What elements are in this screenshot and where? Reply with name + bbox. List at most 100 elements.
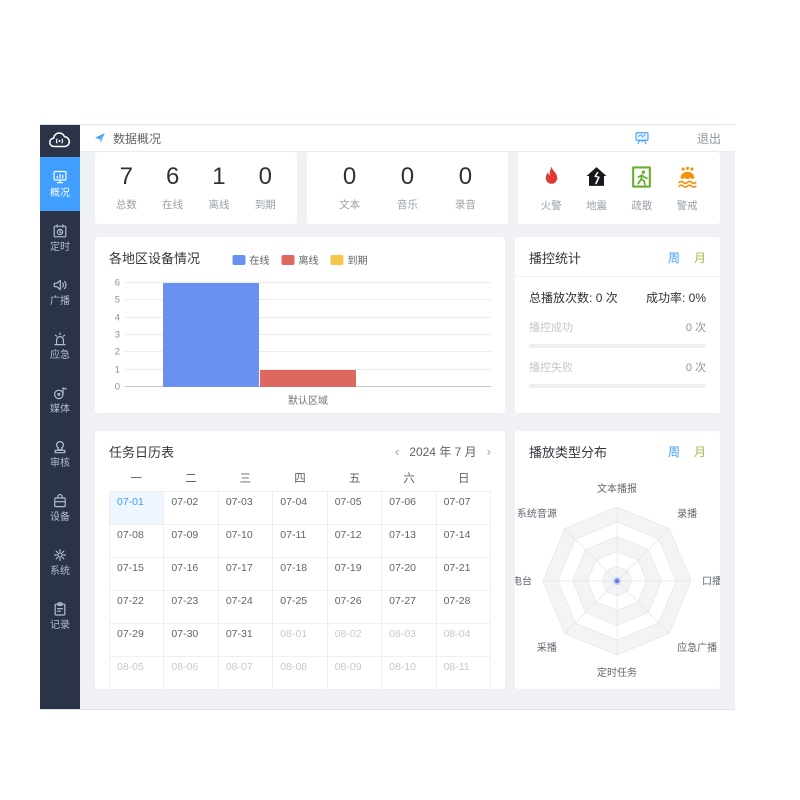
bar-chart-legend: 在线 离线 到期 [232, 252, 368, 267]
calendar-cell[interactable]: 07-14 [436, 525, 491, 558]
sidebar-item-record[interactable]: 记录 [40, 589, 80, 643]
calendar-cell[interactable]: 07-31 [218, 624, 274, 657]
calendar-cell[interactable]: 07-15 [110, 558, 165, 591]
radar-spoke [616, 528, 670, 582]
calendar-cell[interactable]: 07-17 [218, 558, 274, 591]
legend-label: 在线 [249, 256, 270, 267]
calendar-cell[interactable]: 07-10 [218, 525, 274, 558]
calendar-prev-button[interactable]: ‹ [394, 444, 400, 459]
calendar-cell[interactable]: 08-11 [436, 657, 491, 690]
flood-icon [675, 164, 700, 195]
sidebar-item-timer[interactable]: 定时 [40, 211, 80, 265]
sidebar-item-device[interactable]: 设备 [40, 481, 80, 535]
alert-action-疏散[interactable]: 疏散 [629, 164, 654, 213]
calendar-cell[interactable]: 08-03 [382, 624, 437, 657]
gridline [125, 282, 491, 283]
legend-item: 离线 [281, 252, 319, 267]
calendar-cell[interactable]: 07-07 [436, 492, 491, 525]
calendar-cell[interactable]: 07-25 [273, 591, 328, 624]
sidebar-item-broadcast[interactable]: 广播 [40, 265, 80, 319]
breadcrumb: 数据概况 [113, 131, 162, 146]
calendar-cell[interactable]: 08-01 [273, 624, 328, 657]
tab-month[interactable]: 月 [693, 445, 706, 459]
calendar-cell[interactable]: 07-05 [327, 492, 383, 525]
sidebar-item-audit[interactable]: 审核 [40, 427, 80, 481]
weekday-label: 日 [457, 473, 470, 485]
screen-icon[interactable] [634, 130, 650, 146]
calendar-cell[interactable]: 08-05 [110, 657, 165, 690]
calendar-cell[interactable]: 07-19 [327, 558, 383, 591]
evacuation-icon [629, 164, 654, 195]
radar-axis-label: FM电台 [515, 575, 532, 588]
sidebar-item-label: 媒体 [50, 404, 70, 415]
radar-axis-label: 采播 [537, 641, 557, 654]
meter-label: 播控失败 [529, 362, 573, 374]
calendar-cell[interactable]: 07-21 [436, 558, 491, 591]
calendar-cell[interactable]: 07-28 [436, 591, 491, 624]
calendar-cell[interactable]: 08-06 [164, 657, 219, 690]
sidebar-item-label: 应急 [50, 350, 70, 361]
sidebar-item-emergency[interactable]: 应急 [40, 319, 80, 373]
sidebar-item-media[interactable]: 媒体 [40, 373, 80, 427]
calendar-cell[interactable]: 07-29 [110, 624, 165, 657]
legend-label: 离线 [298, 256, 319, 267]
meter-progress-bar [529, 384, 706, 388]
calendar-cell[interactable]: 08-07 [218, 657, 274, 690]
stat-value: 1 [212, 163, 226, 191]
stat-label: 录音 [454, 198, 476, 211]
bar-chart-category-label: 默认区域 [288, 396, 328, 407]
calendar-cell[interactable]: 07-06 [382, 492, 437, 525]
sidebar-item-system[interactable]: 系统 [40, 535, 80, 589]
calendar-cell[interactable]: 08-02 [327, 624, 383, 657]
calendar-cell[interactable]: 07-24 [218, 591, 274, 624]
bar-在线 [162, 283, 260, 387]
region-devices-panel: 各地区设备情况 在线 离线 到期 0 1 2 3 4 5 6 默认区域 [95, 237, 505, 413]
record-icon [52, 601, 68, 617]
region-panel-head: 各地区设备情况 [95, 237, 505, 273]
calendar-cell[interactable]: 07-09 [164, 525, 219, 558]
tab-month[interactable]: 月 [693, 251, 706, 265]
calendar-cell[interactable]: 07-22 [110, 591, 165, 624]
calendar-cell[interactable]: 08-09 [327, 657, 383, 690]
calendar-cell[interactable]: 07-01 [110, 492, 165, 525]
stat-value: 0 [400, 163, 415, 191]
broadcast-icon [52, 277, 68, 293]
tab-week[interactable]: 周 [667, 251, 680, 265]
sidebar-item-label: 广播 [50, 296, 70, 307]
sidebar-menu: 概况 定时广播应急媒体审核 设备 系统 记录 [40, 157, 80, 643]
stat-label: 到期 [254, 198, 276, 211]
stat-value: 6 [165, 163, 180, 191]
meter-label: 播控成功 [529, 322, 573, 334]
calendar-cell[interactable]: 07-18 [273, 558, 328, 591]
calendar-cell[interactable]: 07-16 [164, 558, 219, 591]
calendar-cell[interactable]: 07-12 [327, 525, 383, 558]
calendar-cell[interactable]: 08-04 [436, 624, 491, 657]
calendar-cell[interactable]: 07-02 [164, 492, 219, 525]
calendar-cell[interactable]: 07-20 [382, 558, 437, 591]
tab-week[interactable]: 周 [667, 445, 680, 459]
calendar-cell[interactable]: 07-03 [218, 492, 274, 525]
calendar-cell[interactable]: 07-23 [164, 591, 219, 624]
alert-action-火警[interactable]: 火警 [539, 164, 564, 213]
calendar-cell[interactable]: 07-11 [273, 525, 328, 558]
calendar-cell[interactable]: 07-27 [382, 591, 437, 624]
radar-axis-label: 定时任务 [597, 666, 637, 679]
calendar-cell[interactable]: 07-26 [327, 591, 383, 624]
calendar-next-button[interactable]: › [486, 444, 491, 459]
middle-row: 各地区设备情况 在线 离线 到期 0 1 2 3 4 5 6 默认区域 播控统计 周 月 [95, 237, 720, 413]
audit-icon [52, 439, 68, 455]
alert-action-地震[interactable]: 地震 [584, 164, 609, 213]
alert-action-警戒[interactable]: 警戒 [675, 164, 700, 213]
calendar-cell[interactable]: 07-13 [382, 525, 437, 558]
y-axis-tick: 5 [114, 294, 120, 306]
calendar-cell[interactable]: 07-08 [110, 525, 165, 558]
calendar-cell[interactable]: 08-10 [382, 657, 437, 690]
logout-button[interactable]: 退出 [696, 131, 721, 146]
sidebar-item-overview[interactable]: 概况 [40, 157, 80, 211]
calendar-cell[interactable]: 07-30 [164, 624, 219, 657]
calendar-cell[interactable]: 08-08 [273, 657, 328, 690]
calendar-cell[interactable]: 07-04 [273, 492, 328, 525]
y-axis-tick: 1 [114, 364, 120, 376]
